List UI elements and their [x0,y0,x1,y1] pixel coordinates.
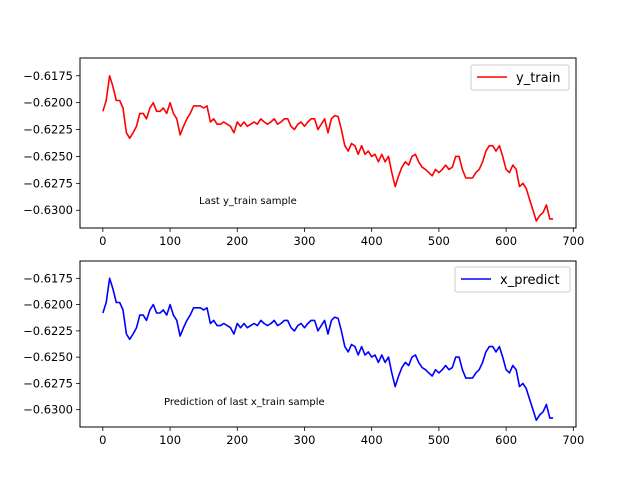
x-tick-label: 400 [361,234,383,248]
plot-area-bottom [102,277,554,421]
x-tick-label: 400 [361,433,383,447]
series-line-x-predict [102,277,554,421]
x-axis-bottom: 0 100 200 300 400 500 600 700 [99,427,584,447]
x-tick-label: 500 [428,433,450,447]
x-tick-label: 500 [428,234,450,248]
y-tick-label: −0.6250 [23,149,73,163]
legend-bottom: x_predict [454,266,571,293]
series-line-y-train [102,75,554,222]
y-tick-label: −0.6275 [23,176,73,190]
x-tick-label: 300 [294,234,316,248]
y-tick-label: −0.6200 [23,298,73,312]
y-tick-label: −0.6275 [23,376,73,390]
x-axis-top: 0 100 200 300 400 500 600 700 [99,228,584,248]
x-tick-label: 600 [495,234,517,248]
y-tick-label: −0.6200 [23,96,73,110]
legend-label-y-train: y_train [516,71,560,86]
annotation-top: Last y_train sample [199,196,297,207]
y-tick-label: −0.6225 [23,324,73,338]
y-tick-label: −0.6300 [23,203,73,217]
x-tick-label: 700 [562,433,584,447]
legend-box-top [470,64,570,91]
y-tick-label: −0.6225 [23,123,73,137]
legend-label-x-predict: x_predict [500,273,560,288]
subplot-bottom: 0 100 200 300 400 500 600 700 −0.6175−0.6200−0.… [23,260,584,447]
y-tick-label: −0.6175 [23,271,73,285]
y-axis-bottom: −0.6175 −0.6200 −0.6225 −0.6250 −0.6275 −0.63… [23,271,80,417]
x-tick-label: 200 [226,433,248,447]
subplot-top: 0 100 200 300 400 500 600 700 −0.6175−0.6200−0.… [23,57,584,248]
y-tick-label: −0.6300 [23,403,73,417]
annotation-bottom: Prediction of last x_train sample [164,397,325,408]
x-tick-label: 200 [226,234,248,248]
x-tick-label: 0 [99,234,106,248]
x-tick-label: 100 [159,234,181,248]
x-tick-label: 700 [562,234,584,248]
y-tick-label: −0.6175 [23,69,73,83]
x-tick-label: 100 [159,433,181,447]
axes-frame-top [79,57,577,229]
x-tick-label: 300 [294,433,316,447]
legend-top: y_train [470,64,570,91]
y-axis-top: −0.6175 −0.6200 −0.6225 −0.6250 −0.6275 −0.63… [23,69,80,217]
legend-box-bottom [454,266,571,293]
axes-frame-bottom [79,260,577,428]
x-tick-label: 600 [495,433,517,447]
plot-area-top [102,75,554,222]
x-tick-label: 0 [99,433,106,447]
y-tick-label: −0.6250 [23,350,73,364]
